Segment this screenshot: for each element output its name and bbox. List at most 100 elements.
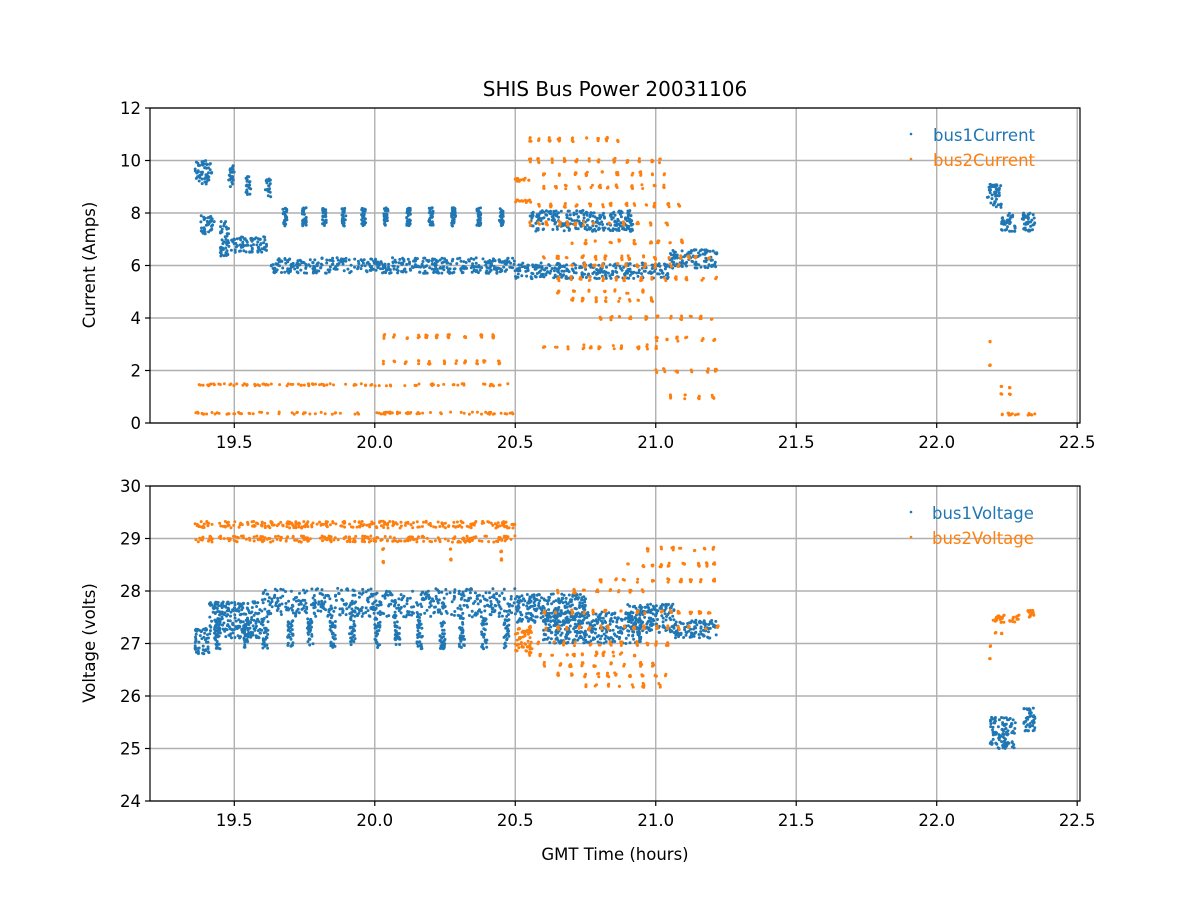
data-point — [591, 222, 595, 226]
data-point — [624, 216, 627, 220]
data-point — [614, 183, 618, 187]
data-point — [383, 208, 387, 212]
data-point — [410, 613, 414, 617]
data-point — [372, 611, 376, 615]
data-point — [713, 260, 717, 264]
data-point — [310, 587, 314, 591]
data-point — [453, 267, 457, 271]
data-point — [360, 264, 364, 268]
data-point — [488, 596, 492, 600]
data-point — [241, 240, 245, 244]
data-point — [609, 617, 613, 620]
data-point — [331, 256, 335, 260]
data-point — [604, 640, 608, 644]
data-point — [637, 157, 641, 161]
data-point — [425, 608, 429, 612]
data-point — [475, 612, 479, 616]
data-point — [436, 608, 440, 612]
data-point — [393, 610, 397, 614]
data-point — [669, 629, 673, 633]
data-point — [689, 621, 693, 625]
data-point — [319, 266, 323, 270]
data-point — [581, 607, 585, 611]
data-point — [221, 627, 225, 631]
data-point — [601, 265, 604, 269]
data-point — [565, 214, 569, 218]
data-point — [361, 224, 365, 228]
data-point — [300, 607, 304, 611]
data-point — [515, 267, 519, 271]
data-point — [376, 611, 380, 615]
data-point — [459, 259, 463, 263]
data-point — [222, 240, 226, 244]
x-tick-label: 20.0 — [356, 433, 393, 452]
data-point — [321, 593, 325, 597]
data-point — [420, 635, 423, 639]
data-point — [341, 609, 345, 613]
data-point — [578, 223, 582, 226]
data-point — [279, 259, 283, 263]
data-point — [250, 618, 253, 622]
data-point — [328, 268, 332, 272]
data-point — [424, 265, 427, 268]
data-point — [603, 256, 607, 259]
data-point — [537, 202, 541, 206]
data-point — [360, 614, 364, 618]
data-point — [597, 617, 601, 621]
data-point — [464, 360, 467, 364]
data-point — [231, 631, 235, 635]
data-point — [663, 612, 667, 616]
data-point — [677, 262, 681, 266]
data-point — [523, 265, 527, 269]
data-point — [257, 620, 261, 624]
data-point — [319, 262, 323, 266]
data-point — [376, 265, 380, 269]
data-point — [246, 616, 249, 620]
data-point — [246, 626, 249, 630]
data-point — [676, 370, 679, 374]
data-point — [250, 248, 254, 251]
data-point — [556, 620, 560, 624]
data-point — [390, 411, 394, 415]
data-point — [247, 623, 251, 627]
data-point — [333, 594, 337, 598]
data-point — [198, 163, 202, 167]
data-point — [239, 245, 243, 249]
data-point — [650, 275, 654, 279]
data-point — [498, 594, 502, 598]
data-point — [620, 268, 624, 272]
data-point — [539, 261, 543, 265]
data-point — [661, 620, 665, 624]
data-point — [632, 637, 636, 641]
data-point — [303, 609, 307, 613]
data-point — [689, 315, 693, 318]
data-point — [567, 593, 571, 597]
data-point — [1001, 746, 1005, 750]
data-point — [298, 591, 301, 595]
data-point — [636, 222, 640, 226]
data-point — [316, 609, 320, 613]
data-point — [659, 275, 663, 279]
data-point — [225, 227, 229, 231]
data-point — [632, 276, 636, 280]
data-point — [619, 617, 623, 621]
data-point — [656, 618, 659, 621]
data-point — [552, 218, 556, 222]
data-point — [687, 254, 690, 258]
data-point — [605, 139, 609, 143]
data-point — [579, 634, 582, 638]
data-point — [497, 615, 501, 618]
data-point — [397, 597, 401, 601]
data-point — [590, 211, 594, 215]
data-point — [530, 216, 534, 220]
data-point — [391, 256, 394, 260]
data-point — [238, 636, 242, 640]
data-point — [204, 173, 208, 177]
data-point — [537, 161, 541, 165]
data-point — [383, 223, 387, 227]
data-point — [675, 337, 679, 340]
data-point — [226, 613, 230, 617]
data-point — [334, 598, 338, 602]
data-point — [412, 611, 415, 615]
data-point — [313, 612, 317, 616]
